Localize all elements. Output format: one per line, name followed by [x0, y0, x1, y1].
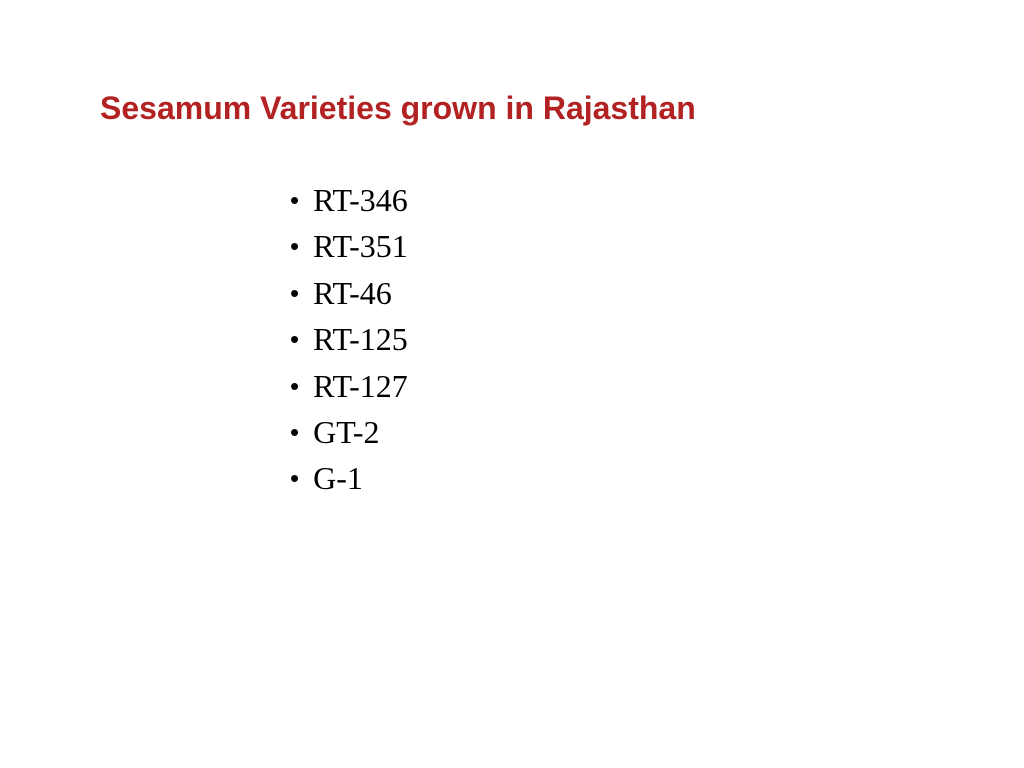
list-item: • GT-2 — [290, 409, 924, 455]
list-item: • RT-125 — [290, 316, 924, 362]
list-item: • RT-46 — [290, 270, 924, 316]
bullet-icon: • — [290, 228, 299, 266]
varieties-list: • RT-346 • RT-351 • RT-46 • RT-125 • RT-… — [290, 177, 924, 502]
bullet-icon: • — [290, 275, 299, 313]
list-item-label: RT-351 — [313, 223, 408, 269]
list-item: • RT-346 — [290, 177, 924, 223]
list-item-label: RT-346 — [313, 177, 408, 223]
list-item-label: G-1 — [313, 455, 363, 501]
list-item: • RT-127 — [290, 363, 924, 409]
list-item-label: RT-125 — [313, 316, 408, 362]
bullet-icon: • — [290, 460, 299, 498]
list-item: • RT-351 — [290, 223, 924, 269]
slide-container: Sesamum Varieties grown in Rajasthan • R… — [0, 0, 1024, 768]
bullet-icon: • — [290, 414, 299, 452]
list-item-label: RT-127 — [313, 363, 408, 409]
bullet-icon: • — [290, 321, 299, 359]
list-item: • G-1 — [290, 455, 924, 501]
list-item-label: GT-2 — [313, 409, 379, 455]
bullet-icon: • — [290, 368, 299, 406]
page-title: Sesamum Varieties grown in Rajasthan — [100, 90, 924, 127]
list-item-label: RT-46 — [313, 270, 392, 316]
bullet-icon: • — [290, 182, 299, 220]
